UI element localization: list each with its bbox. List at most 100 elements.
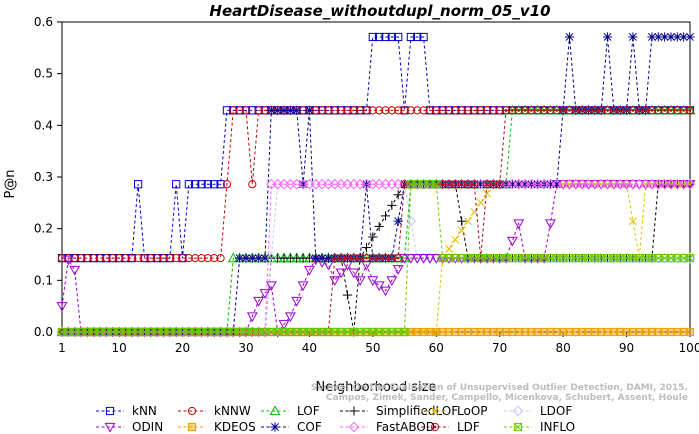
x-tick-label: 40	[302, 341, 317, 355]
data-point	[533, 106, 542, 115]
data-point	[114, 254, 124, 263]
series-points-INFLO	[57, 180, 695, 337]
data-point	[102, 254, 111, 263]
data-point	[400, 327, 409, 337]
data-point	[203, 254, 212, 263]
data-point	[684, 178, 696, 190]
legend-marker	[187, 406, 197, 416]
data-point	[381, 106, 390, 115]
data-point	[381, 32, 390, 42]
x-tick-label: 100	[679, 341, 699, 355]
series-points-LDF	[57, 106, 695, 337]
data-point	[197, 254, 206, 263]
legend-marker	[105, 406, 115, 416]
data-point	[482, 180, 492, 189]
legend-label: ODIN	[132, 420, 163, 434]
data-point	[349, 106, 358, 115]
data-point	[380, 211, 391, 221]
legend-marker	[431, 407, 439, 415]
data-point	[495, 180, 504, 189]
data-point	[304, 105, 314, 115]
legend-marker	[270, 422, 280, 432]
data-point	[235, 106, 244, 115]
data-point	[508, 106, 517, 115]
x-tick-label: 20	[175, 341, 190, 355]
data-point	[70, 254, 79, 263]
data-point	[457, 180, 466, 189]
data-point	[95, 254, 105, 263]
data-point	[463, 106, 473, 115]
legend-marker	[513, 422, 523, 432]
data-point	[597, 106, 606, 115]
legend-marker	[187, 422, 197, 432]
data-point	[330, 254, 339, 263]
data-point	[248, 180, 257, 189]
legend-item-LoOP: LoOP	[421, 404, 488, 418]
data-point	[343, 254, 352, 263]
legend-item-LOF: LOF	[261, 404, 320, 418]
legend-item-kNN: kNN	[96, 404, 157, 418]
x-tick-label: 80	[555, 341, 570, 355]
data-point	[266, 252, 277, 264]
data-point	[303, 265, 315, 276]
data-point	[229, 106, 238, 115]
legend-label: kNNW	[214, 404, 251, 418]
data-point	[654, 106, 663, 115]
data-point	[590, 106, 599, 115]
data-point	[265, 281, 277, 292]
data-point	[83, 254, 92, 263]
data-point	[463, 180, 473, 189]
data-point	[527, 106, 536, 115]
data-point	[495, 106, 504, 115]
legend-marker	[349, 406, 359, 416]
data-point	[628, 32, 638, 42]
series-line-LOF	[62, 109, 690, 333]
data-point	[210, 254, 219, 263]
data-point	[368, 254, 377, 263]
data-point	[514, 106, 523, 115]
y-tick-label: 0.2	[34, 222, 53, 236]
legend-marker	[104, 422, 116, 433]
data-point	[660, 106, 669, 115]
legend-label: COF	[297, 420, 322, 434]
plot-frame	[61, 21, 691, 333]
data-point	[62, 255, 74, 266]
data-point	[343, 106, 352, 115]
data-point	[375, 254, 384, 263]
data-point	[413, 106, 422, 115]
data-point	[342, 290, 353, 300]
legend-label: LoOP	[457, 404, 488, 418]
data-point	[394, 106, 403, 115]
data-point	[184, 180, 193, 189]
data-point	[203, 180, 212, 189]
data-point	[291, 296, 303, 307]
data-point	[482, 106, 492, 115]
data-point	[387, 32, 396, 42]
data-point	[362, 106, 371, 115]
x-tick-label: 60	[429, 341, 444, 355]
data-point	[513, 219, 525, 230]
data-point	[603, 106, 612, 115]
legend-item-COF: COF	[261, 420, 322, 434]
data-point	[622, 106, 631, 115]
data-point	[254, 106, 263, 115]
data-point	[337, 106, 346, 115]
y-axis-label: P@n	[3, 169, 18, 198]
legend-item-SimplifiedLOF: SimplifiedLOF	[340, 404, 458, 418]
data-point	[405, 254, 417, 264]
series-points-LOF	[56, 104, 696, 337]
data-point	[165, 254, 174, 263]
data-point	[425, 106, 435, 115]
data-point	[241, 106, 251, 115]
legend-item-INFLO: INFLO	[504, 420, 575, 434]
data-point	[444, 244, 453, 253]
data-point	[159, 254, 168, 263]
data-point	[406, 32, 415, 42]
data-point	[392, 265, 404, 275]
data-point	[393, 190, 403, 200]
data-point	[69, 265, 81, 276]
data-point	[438, 180, 447, 189]
data-point	[578, 106, 587, 115]
x-axis-label: Neighborhood size	[316, 380, 437, 395]
data-point	[520, 106, 530, 115]
